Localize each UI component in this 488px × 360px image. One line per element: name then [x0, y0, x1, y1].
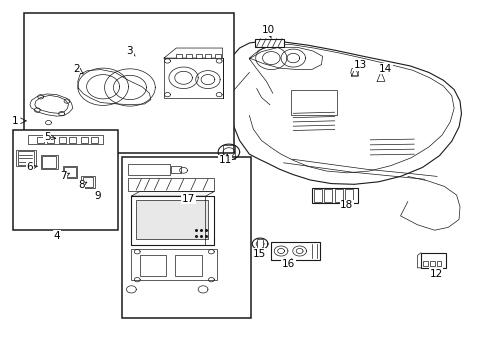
Text: 17: 17	[182, 194, 195, 204]
Bar	[195, 54, 201, 58]
Polygon shape	[351, 67, 358, 76]
Text: 8: 8	[78, 180, 84, 190]
Bar	[420, 253, 446, 268]
Bar	[131, 249, 216, 280]
Bar	[18, 150, 34, 165]
Bar	[334, 189, 342, 202]
Bar	[91, 136, 98, 143]
Bar	[62, 166, 77, 178]
Text: 12: 12	[428, 269, 442, 279]
Bar	[422, 261, 427, 266]
Text: 9: 9	[94, 191, 101, 201]
Bar	[175, 255, 202, 276]
Text: 5: 5	[43, 132, 50, 142]
Bar	[140, 255, 166, 276]
Bar	[429, 261, 434, 266]
Bar	[122, 157, 250, 318]
Bar	[64, 167, 76, 177]
Bar	[81, 176, 95, 188]
Text: 16: 16	[281, 259, 294, 269]
Bar	[378, 69, 383, 72]
Bar	[81, 136, 88, 143]
Bar	[185, 54, 191, 58]
Bar	[215, 54, 221, 58]
Bar	[290, 90, 336, 116]
Bar	[128, 164, 169, 175]
Bar	[163, 58, 222, 98]
Bar	[42, 156, 56, 168]
Text: 13: 13	[353, 60, 366, 70]
Polygon shape	[131, 192, 214, 196]
Bar	[136, 201, 208, 239]
Bar	[16, 149, 36, 166]
Bar	[27, 135, 103, 144]
Text: 18: 18	[340, 200, 353, 210]
Text: 14: 14	[379, 64, 392, 74]
Text: 10: 10	[261, 25, 274, 35]
Text: 1: 1	[12, 116, 19, 126]
Bar	[324, 189, 331, 202]
Bar	[82, 177, 93, 187]
Polygon shape	[376, 72, 384, 81]
Bar	[257, 239, 263, 249]
Bar	[131, 196, 214, 244]
Bar	[13, 130, 118, 230]
Bar	[47, 136, 54, 143]
Bar	[311, 188, 357, 203]
Bar	[59, 136, 66, 143]
Bar	[344, 189, 352, 202]
Text: 4: 4	[53, 231, 60, 240]
Text: 15: 15	[252, 248, 265, 258]
Bar	[436, 261, 441, 266]
Bar	[171, 166, 181, 173]
Text: 7: 7	[60, 171, 66, 181]
Bar	[205, 54, 211, 58]
Text: 3: 3	[126, 46, 133, 56]
Text: 11: 11	[218, 155, 231, 165]
Bar	[255, 39, 284, 46]
Bar	[41, 155, 58, 169]
Bar	[37, 136, 44, 143]
Bar	[176, 54, 182, 58]
Text: 2: 2	[73, 64, 80, 74]
Bar	[223, 145, 234, 159]
Bar	[24, 13, 233, 153]
Bar	[69, 136, 76, 143]
Bar	[128, 178, 213, 192]
Text: 6: 6	[26, 162, 33, 172]
Bar	[314, 189, 322, 202]
Bar	[271, 242, 320, 260]
Bar	[352, 64, 357, 67]
